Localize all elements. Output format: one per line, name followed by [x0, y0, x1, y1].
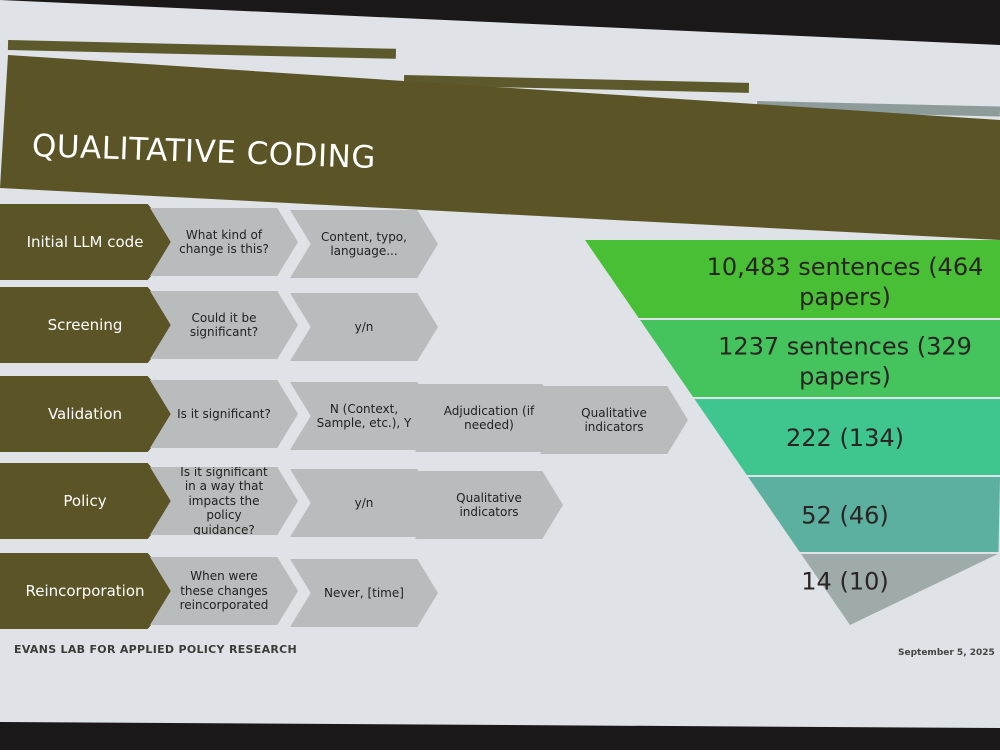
- funnel-label: 10,483 sentences (464: [707, 253, 984, 281]
- step-chevron: Qualitative indicators: [540, 386, 688, 454]
- funnel-level: [748, 477, 1000, 552]
- step-chevron: Adjudication (if needed): [415, 384, 563, 452]
- step-chevron: Never, [time]: [290, 559, 438, 627]
- step-chevron: y/n: [290, 469, 438, 537]
- stage-initial-llm-code: Initial LLM code: [0, 204, 180, 280]
- funnel-level: [585, 240, 1000, 318]
- stage-reincorporation: Reincorporation: [0, 553, 180, 629]
- slide-date: September 5, 2025: [898, 648, 995, 658]
- funnel-label: papers): [799, 283, 891, 311]
- funnel-level: [640, 320, 1000, 397]
- footer-organization: EVANS LAB FOR APPLIED POLICY RESEARCH: [14, 643, 298, 656]
- stage-screening: Screening: [0, 287, 180, 363]
- funnel-label: 1237 sentences (329: [718, 333, 972, 361]
- step-chevron: When were these changes reincorporated: [150, 557, 298, 625]
- step-chevron: Is it significant in a way that impacts …: [150, 467, 298, 535]
- funnel-label: 14 (10): [801, 568, 888, 596]
- step-chevron: Content, typo, language...: [290, 210, 438, 278]
- stage-policy: Policy: [0, 463, 180, 539]
- funnel-label: 52 (46): [801, 502, 888, 530]
- funnel-level: [694, 399, 1000, 475]
- step-chevron: Is it significant?: [150, 380, 298, 448]
- step-chevron: What kind of change is this?: [150, 208, 298, 276]
- funnel-label: 222 (134): [786, 424, 904, 452]
- step-chevron: y/n: [290, 293, 438, 361]
- step-chevron: Qualitative indicators: [415, 471, 563, 539]
- funnel-level: [801, 554, 998, 625]
- stage-validation: Validation: [0, 376, 180, 452]
- funnel-label: papers): [799, 363, 891, 391]
- step-chevron: Could it be significant?: [150, 291, 298, 359]
- step-chevron: N (Context, Sample, etc.), Y: [290, 382, 438, 450]
